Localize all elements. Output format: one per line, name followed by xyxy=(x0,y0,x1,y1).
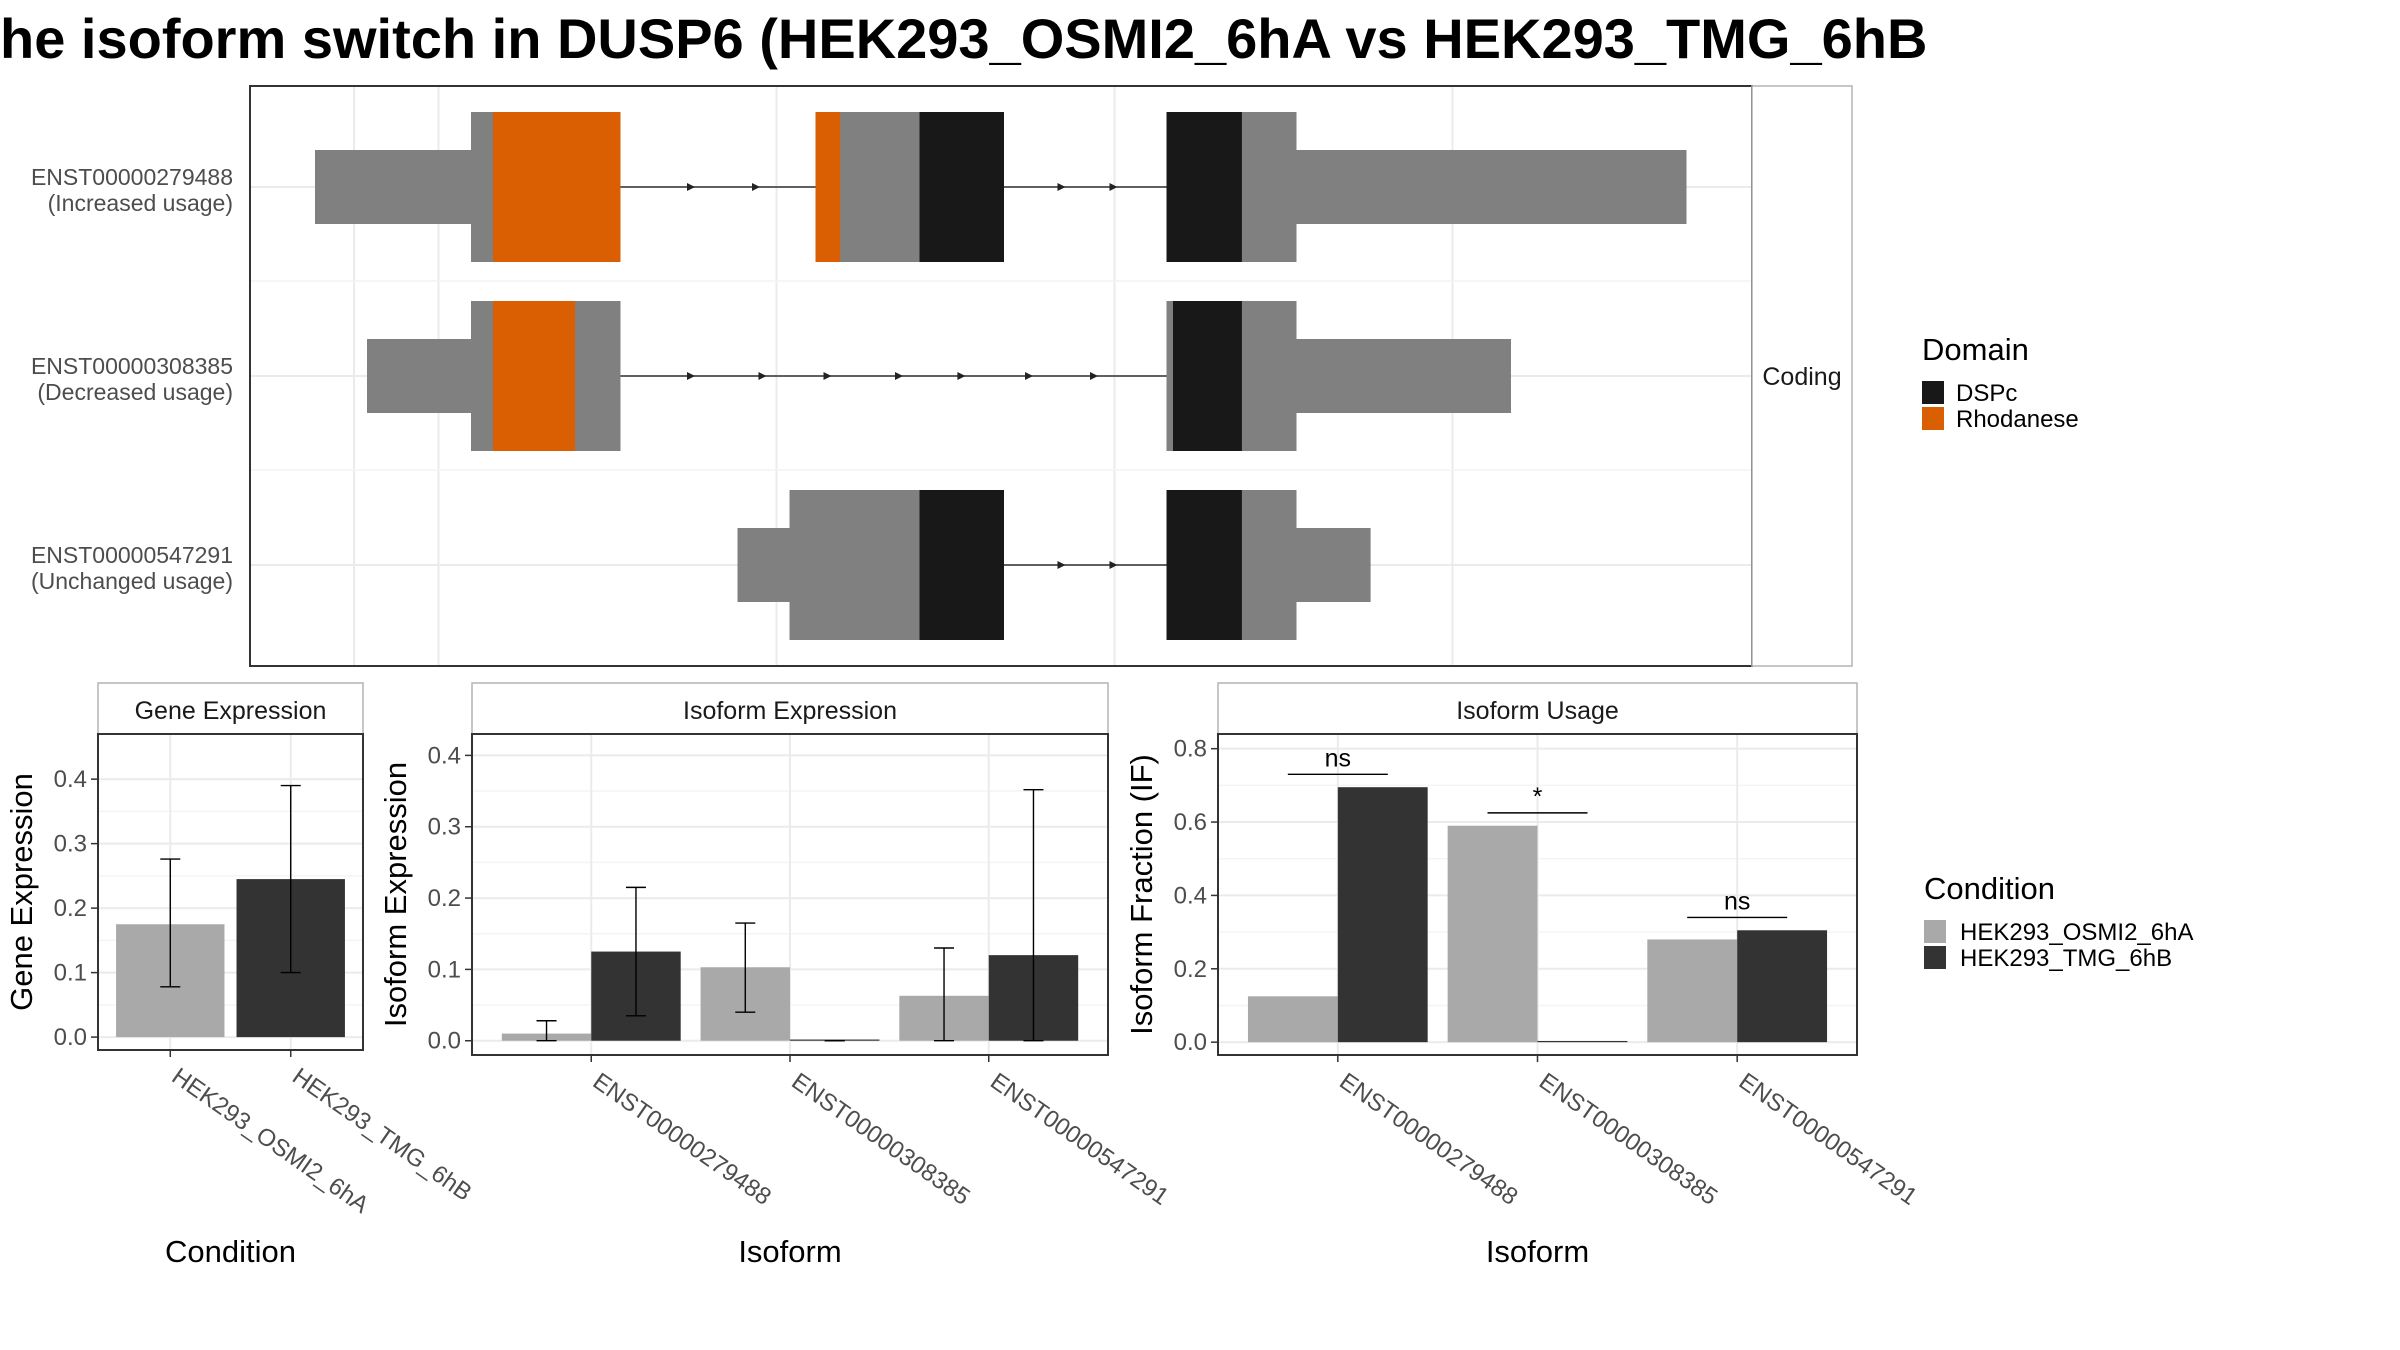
panel-strip xyxy=(97,682,364,735)
x-tick-label: ENST00000308385 xyxy=(1534,1068,1722,1211)
y-tick-label: 0.2 xyxy=(54,895,87,922)
x-axis-title: Isoform xyxy=(1486,1234,1589,1269)
domain-rhodanese xyxy=(493,301,575,451)
isoform-usage-panel: Isoform Usage ns * ns 0.0 0.2 0.4 0.6 0.8 ENST000… xyxy=(1124,682,1922,1269)
transcript-usage-label: (Increased usage) xyxy=(48,190,233,216)
y-axis-title: Isoform Expression xyxy=(378,762,413,1027)
bar xyxy=(1537,1040,1628,1043)
domain-rhodanese xyxy=(815,112,841,262)
transcript-id-label: ENST00000547291 xyxy=(31,542,233,568)
domain-dspc xyxy=(1166,112,1242,262)
strand-arrow xyxy=(895,372,903,380)
legend-key-condition xyxy=(1924,920,1946,943)
strand-arrow xyxy=(758,372,767,380)
x-tick-label: ENST00000279488 xyxy=(588,1068,776,1211)
transcript-usage-label: (Unchanged usage) xyxy=(31,568,233,594)
legend-key-condition xyxy=(1924,946,1946,969)
legend-label-rhodanese: Rhodanese xyxy=(1956,406,2079,433)
y-tick-label: 0.2 xyxy=(1174,956,1207,983)
strand-arrow xyxy=(957,372,966,380)
significance-label: ns xyxy=(1724,887,1750,915)
bar xyxy=(1447,825,1538,1043)
condition-legend-title: Condition xyxy=(1924,871,2055,906)
panel-strip xyxy=(1217,682,1858,735)
facet-strip xyxy=(1751,85,1853,667)
significance-label: * xyxy=(1533,783,1543,811)
plot-border xyxy=(97,733,364,1051)
bar xyxy=(1247,996,1338,1043)
y-axis-title: Isoform Fraction (IF) xyxy=(1124,754,1159,1035)
x-tick-label: ENST00000547291 xyxy=(985,1068,1173,1211)
transcript-usage-label: (Decreased usage) xyxy=(37,379,233,405)
y-tick-label: 0.4 xyxy=(428,742,461,769)
strand-arrow xyxy=(1025,372,1033,380)
figure-title: he isoform switch in DUSP6 (HEK293_OSMI2… xyxy=(0,7,1927,70)
strand-arrow xyxy=(1109,561,1118,569)
domain-dspc xyxy=(1166,490,1242,640)
x-tick-label: ENST00000547291 xyxy=(1734,1068,1922,1211)
panel-strip-title: Isoform Expression xyxy=(683,697,897,725)
strand-arrow xyxy=(752,183,760,191)
y-tick-label: 0.6 xyxy=(1174,809,1207,836)
y-tick-label: 0.1 xyxy=(54,960,87,987)
transcript-id-label: ENST00000308385 xyxy=(31,353,233,379)
y-tick-label: 0.3 xyxy=(54,831,87,858)
facet-strip-label: Coding xyxy=(1762,363,1841,391)
panel-strip-title: Isoform Usage xyxy=(1456,697,1619,725)
y-tick-label: 0.0 xyxy=(54,1024,87,1051)
strand-arrow xyxy=(1090,372,1098,380)
bar xyxy=(1737,930,1828,1043)
isoform-expression-panel: Isoform Expression 0.0 0.1 0.2 0.3 0.4 ENST000… xyxy=(378,682,1174,1269)
y-axis-title: Gene Expression xyxy=(4,773,39,1011)
significance-label: ns xyxy=(1325,744,1351,772)
y-tick-label: 0.0 xyxy=(428,1028,461,1055)
strand-arrow xyxy=(687,183,695,191)
domain-legend-title: Domain xyxy=(1922,332,2029,367)
y-tick-label: 0.8 xyxy=(1174,736,1207,763)
panel-strip xyxy=(471,682,1109,735)
domain-dspc xyxy=(919,490,1004,640)
x-tick-label: HEK293_OSMI2_6hA xyxy=(167,1063,374,1219)
bar xyxy=(1647,939,1738,1043)
x-tick-label: ENST00000279488 xyxy=(1334,1068,1522,1211)
legend-label-dspc: DSPc xyxy=(1956,380,2017,407)
domain-dspc xyxy=(919,112,1004,262)
x-tick-label: ENST00000308385 xyxy=(787,1068,975,1211)
legend-label-condition: HEK293_OSMI2_6hA xyxy=(1960,919,2193,946)
strand-arrow xyxy=(1109,183,1118,191)
strand-arrow xyxy=(687,372,695,380)
strand-arrow xyxy=(1057,561,1066,569)
y-tick-label: 0.4 xyxy=(1174,882,1207,909)
domain-rhodanese xyxy=(493,112,621,262)
strand-arrow xyxy=(1057,183,1066,191)
panel-strip-title: Gene Expression xyxy=(135,697,327,725)
transcript-structure-panel: ENST00000279488(Increased usage) ENST0000… xyxy=(31,85,1853,667)
x-axis-title: Isoform xyxy=(738,1234,841,1269)
y-tick-label: 0.1 xyxy=(428,956,461,983)
bar xyxy=(1337,787,1428,1043)
legend-label-condition: HEK293_TMG_6hB xyxy=(1960,945,2172,972)
utr-exon xyxy=(315,150,471,224)
domain-dspc xyxy=(1173,301,1242,451)
y-tick-label: 0.4 xyxy=(54,766,87,793)
y-tick-label: 0.3 xyxy=(428,814,461,841)
y-tick-label: 0.2 xyxy=(428,885,461,912)
legend-key-rhodanese xyxy=(1922,407,1944,430)
legend-key-dspc xyxy=(1922,381,1944,404)
utr-exon xyxy=(367,339,471,413)
x-axis-title: Condition xyxy=(165,1234,296,1269)
transcript-id-label: ENST00000279488 xyxy=(31,164,233,190)
strand-arrow xyxy=(823,372,832,380)
y-tick-label: 0.0 xyxy=(1174,1029,1207,1056)
